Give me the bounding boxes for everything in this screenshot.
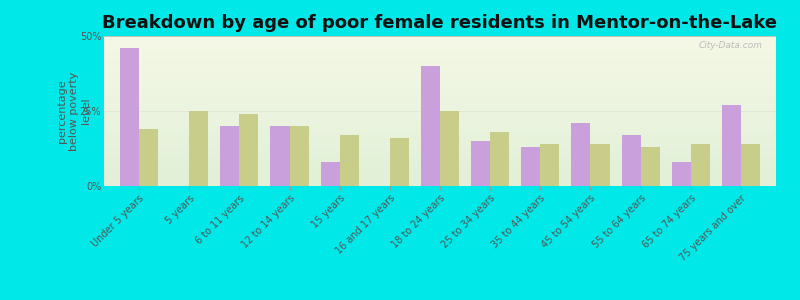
Bar bbox=[672, 162, 690, 186]
Bar bbox=[641, 147, 660, 186]
Bar bbox=[490, 132, 510, 186]
Bar bbox=[471, 141, 490, 186]
Bar bbox=[239, 114, 258, 186]
Bar bbox=[722, 105, 741, 186]
Bar bbox=[590, 144, 610, 186]
Bar bbox=[522, 147, 540, 186]
Bar bbox=[270, 126, 290, 186]
Bar bbox=[120, 48, 139, 186]
Bar bbox=[440, 111, 459, 186]
Text: City-Data.com: City-Data.com bbox=[698, 40, 762, 50]
Bar bbox=[290, 126, 309, 186]
Bar bbox=[741, 144, 760, 186]
Bar bbox=[321, 162, 340, 186]
Bar bbox=[622, 135, 641, 186]
Bar bbox=[540, 144, 559, 186]
Bar bbox=[690, 144, 710, 186]
Bar bbox=[571, 123, 590, 186]
Title: Breakdown by age of poor female residents in Mentor-on-the-Lake: Breakdown by age of poor female resident… bbox=[102, 14, 778, 32]
Bar bbox=[190, 111, 208, 186]
Y-axis label: percentage
below poverty
level: percentage below poverty level bbox=[58, 71, 90, 151]
Bar bbox=[220, 126, 239, 186]
Bar bbox=[139, 129, 158, 186]
Bar bbox=[421, 66, 440, 186]
Bar bbox=[340, 135, 358, 186]
Bar bbox=[390, 138, 409, 186]
